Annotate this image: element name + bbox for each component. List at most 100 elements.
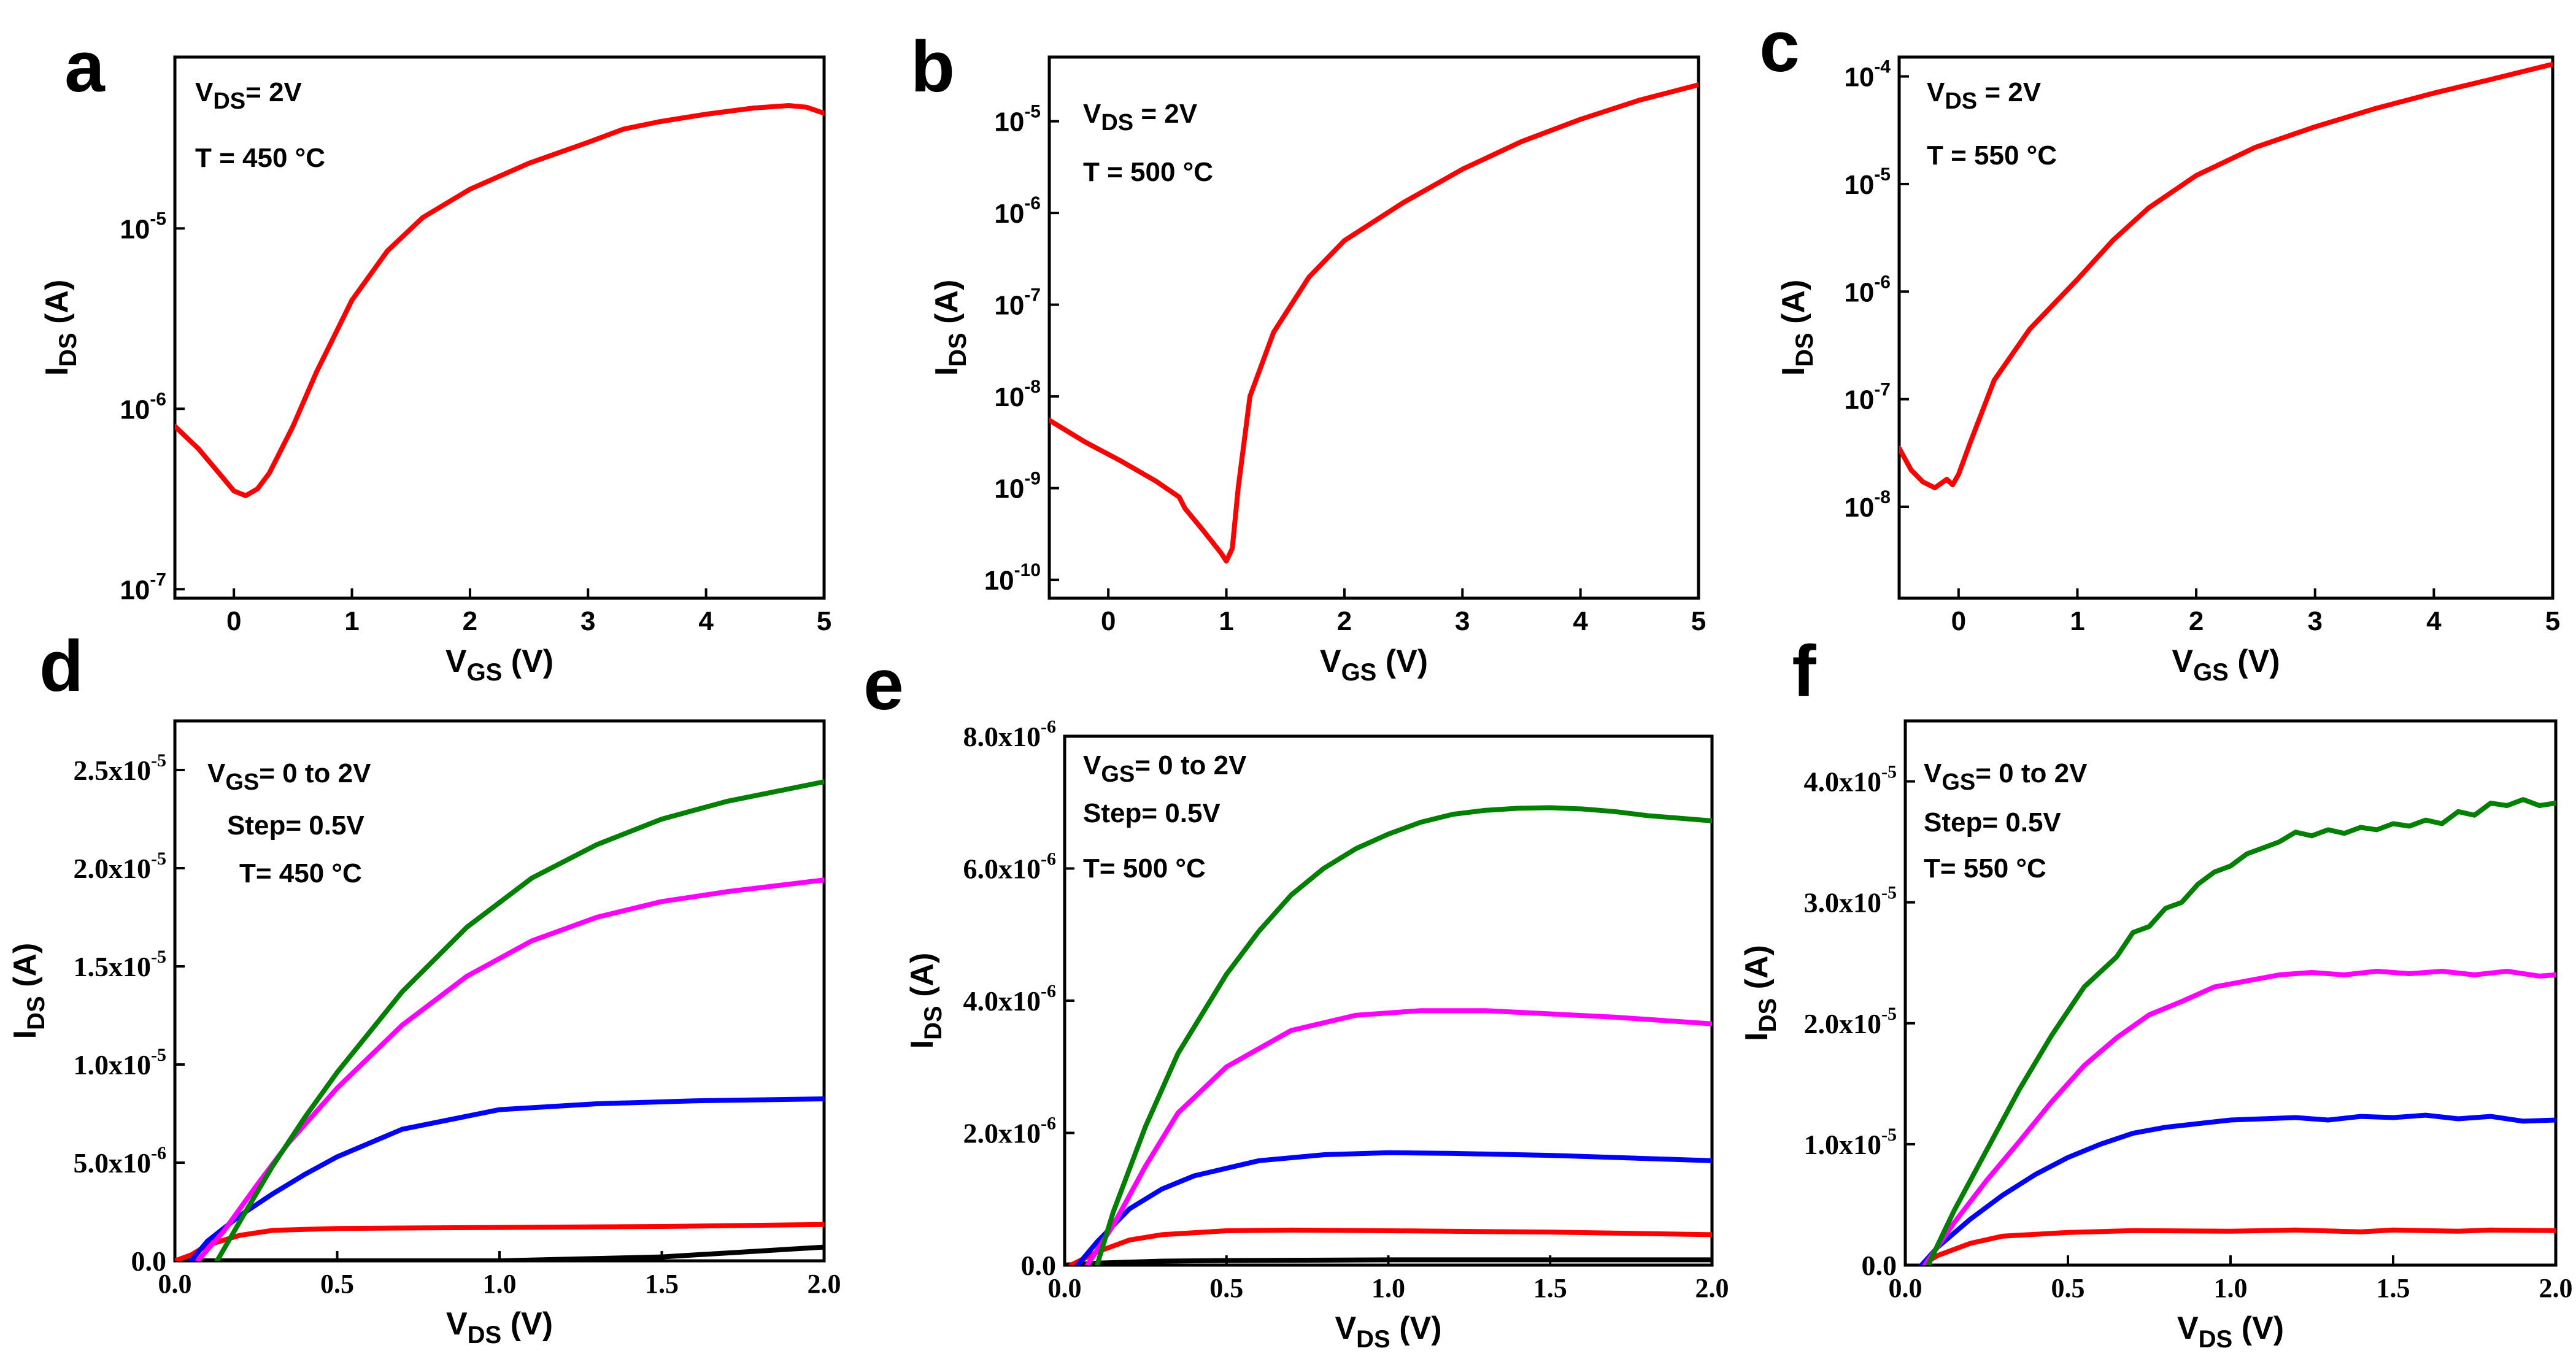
- series-line-I_DS: [1049, 82, 1699, 564]
- y-tick-label: 1.5x10-5: [74, 947, 167, 982]
- x-tick-label: 1: [344, 606, 359, 636]
- annotation-text: VGS= 0 to 2V: [1924, 758, 2088, 795]
- x-tick-label: 2.0: [1695, 1273, 1729, 1303]
- series-line-VGS=2.0V: [1926, 797, 2556, 1265]
- y-axis-label: IDS (A): [1739, 945, 1781, 1041]
- plot-frame: [1903, 719, 2558, 1267]
- y-tick-label: 8.0x10-6: [963, 717, 1057, 752]
- panel-letter-f: f: [1792, 631, 1816, 712]
- panel-letter-c: c: [1759, 6, 1800, 87]
- x-tick-label: 0: [1951, 606, 1966, 636]
- x-tick-label: 2: [463, 606, 477, 636]
- plot-frame: [173, 55, 826, 600]
- panel-d: d 0.0 0.5 1.0 1.5 2.0 0.0 5.0x10-6 1.0x10-5 1.5x1…: [7, 626, 841, 1349]
- y-tick-label: 6.0x10-6: [963, 849, 1057, 885]
- x-tick-label: 0.0: [1048, 1273, 1082, 1303]
- y-tick-label: 10-9: [994, 469, 1041, 504]
- x-tick-label: 0: [1101, 606, 1116, 636]
- panel-b: b 0 1 2 3 4 5 10-5 10-6 10-7 10-8 10-9 10-10 VGS (V) I…: [911, 26, 1706, 686]
- panel-e: e 0.0 0.5 1.0 1.5 2.0 0.0 2.0x10-6 4.0x10-6 6.0x1…: [863, 644, 1729, 1353]
- panel-letter-d: d: [39, 626, 83, 707]
- x-axis-label: VDS (V): [1335, 1311, 1441, 1353]
- y-axis-label: IDS (A): [929, 280, 971, 376]
- y-tick-label: 10-5: [120, 209, 166, 244]
- y-tick-label: 10-8: [1844, 487, 1891, 523]
- x-tick-label: 0.5: [320, 1269, 354, 1299]
- y-axis-label: IDS (A): [904, 953, 947, 1049]
- x-axis-label: VDS (V): [2177, 1311, 2284, 1353]
- y-tick-label: 10-4: [1844, 57, 1891, 93]
- series-line-VGS=1.0V: [188, 1096, 824, 1261]
- y-axis-label: IDS (A): [7, 943, 50, 1039]
- annotation-text: Step= 0.5V: [1924, 807, 2061, 837]
- x-tick-label: 0: [226, 606, 241, 636]
- series-line-VGS=1.5V: [1922, 969, 2556, 1265]
- y-tick-label: 0.0: [1021, 1250, 1057, 1281]
- annotation-text: Step= 0.5V: [227, 810, 364, 841]
- series-line-VGS=1.5V: [195, 877, 824, 1261]
- y-tick-label: 10-8: [994, 377, 1041, 412]
- panel-c: c 0 1 2 3 4 5 10-4 10-5 10-6 10-7 10-8 VGS (V) IDS (A…: [1759, 6, 2560, 686]
- annotation-text: T= 450 °C: [239, 858, 362, 888]
- y-tick-label: 10-7: [1844, 380, 1891, 415]
- series-line-VGS=0.5V: [1919, 1227, 2556, 1265]
- x-tick-label: 1.5: [2377, 1273, 2410, 1303]
- annotation-text: T = 550 °C: [1927, 141, 2057, 171]
- x-tick-label: 3: [2307, 606, 2322, 636]
- series-line-I_DS: [1899, 61, 2553, 491]
- series-line-VGS=0V: [175, 1244, 824, 1261]
- x-tick-label: 2: [2189, 606, 2204, 636]
- x-tick-label: 1.0: [1371, 1273, 1405, 1303]
- y-tick-label: 4.0x10-6: [963, 981, 1057, 1017]
- y-tick-label: 2.0x10-5: [1804, 1004, 1897, 1039]
- y-tick-label: 10-7: [994, 285, 1041, 321]
- x-tick-label: 1: [1219, 606, 1233, 636]
- x-axis-label: VGS (V): [1320, 644, 1428, 686]
- x-tick-label: 1: [2070, 606, 2084, 636]
- x-axis-label: VDS (V): [446, 1306, 553, 1349]
- y-tick-label: 1.0x10-5: [1804, 1125, 1897, 1160]
- x-tick-label: 3: [1455, 606, 1470, 636]
- x-tick-label: 1.0: [2214, 1273, 2248, 1303]
- annotation-text: T = 500 °C: [1083, 157, 1213, 187]
- annotation-text: T= 500 °C: [1083, 853, 1206, 884]
- series-line-VGS=2.0V: [1094, 805, 1712, 1265]
- x-axis-label: VGS (V): [445, 644, 553, 686]
- x-tick-label: 0.5: [1209, 1273, 1243, 1303]
- annotation-text: Step= 0.5V: [1083, 798, 1221, 828]
- y-tick-label: 2.5x10-5: [74, 750, 167, 786]
- x-tick-label: 4: [1573, 606, 1588, 636]
- x-tick-label: 0.0: [158, 1269, 192, 1299]
- y-tick-label: 1.0x10-5: [74, 1045, 167, 1080]
- series-line-VGS=2.0V: [214, 779, 824, 1261]
- annotation-text: T = 450 °C: [195, 143, 325, 173]
- series-line-VGS=1.0V: [1075, 1150, 1712, 1265]
- x-tick-label: 2.0: [808, 1269, 841, 1299]
- y-tick-label: 10-6: [994, 193, 1041, 229]
- y-axis-label: IDS (A): [39, 280, 82, 376]
- x-tick-label: 1.0: [483, 1269, 517, 1299]
- x-tick-label: 4: [698, 606, 714, 636]
- x-tick-label: 0.0: [1889, 1273, 1922, 1303]
- x-tick-label: 1.5: [645, 1269, 679, 1299]
- panel-a: a 0 1 2 3 4 5 10-5 10-6 10-7 VGS (V) IDS (A) VDS= 2V…: [39, 26, 831, 686]
- x-tick-label: 4: [2426, 606, 2442, 636]
- panel-letter-a: a: [64, 26, 106, 107]
- annotation-text: VGS= 0 to 2V: [1083, 750, 1247, 787]
- panel-letter-b: b: [911, 26, 955, 107]
- y-tick-label: 10-10: [984, 560, 1041, 596]
- annotation-text: VGS= 0 to 2V: [207, 758, 371, 795]
- y-tick-label: 10-5: [994, 102, 1041, 137]
- series-line-VGS=1.0V: [1919, 1112, 2556, 1265]
- y-tick-label: 0.0: [131, 1245, 167, 1277]
- y-tick-label: 2.0x10-5: [74, 849, 167, 884]
- x-tick-label: 0.5: [2051, 1273, 2085, 1303]
- y-tick-label: 10-6: [120, 389, 166, 425]
- y-tick-label: 4.0x10-5: [1804, 762, 1897, 798]
- series-line-VGS=1.5V: [1084, 1008, 1712, 1265]
- y-tick-label: 10-5: [1844, 164, 1891, 200]
- y-tick-label: 5.0x10-6: [74, 1143, 167, 1179]
- x-tick-label: 5: [2545, 606, 2560, 636]
- y-tick-label: 3.0x10-5: [1804, 883, 1897, 918]
